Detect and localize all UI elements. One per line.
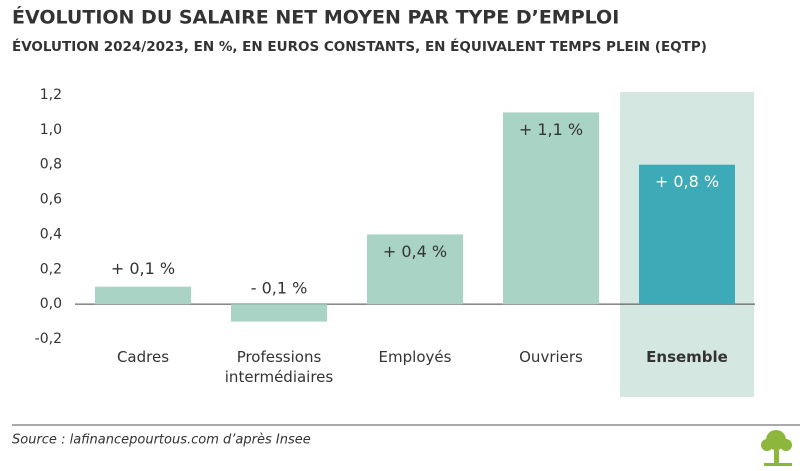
x-tick-label: Professions intermédiaires: [224, 348, 334, 386]
y-tick-label: 0,6: [40, 192, 62, 208]
y-tick-label: 1,2: [40, 87, 62, 103]
x-tick-label: Cadres: [116, 348, 170, 366]
value-label: + 0,1 %: [111, 259, 175, 278]
x-tick-label: Ensemble: [646, 348, 728, 366]
y-tick-label: 0,8: [40, 157, 62, 173]
y-tick-label: 0,4: [40, 226, 62, 242]
chart-subtitle: ÉVOLUTION 2024/2023, EN %, EN EUROS CONS…: [12, 38, 707, 55]
bar: [95, 286, 191, 305]
bar: [503, 112, 599, 305]
chart-title: ÉVOLUTION DU SALAIRE NET MOYEN PAR TYPE …: [12, 6, 619, 29]
logo: [761, 430, 792, 466]
bar: [639, 164, 735, 305]
bar: [367, 234, 463, 305]
y-tick-label: 0,2: [40, 261, 62, 277]
source: Source : lafinancepourtous.com d’après I…: [12, 433, 311, 448]
bar: [231, 304, 327, 322]
value-label: + 0,4 %: [383, 242, 447, 261]
y-tick-label: 0,0: [40, 296, 62, 312]
value-label: + 0,8 %: [655, 172, 719, 191]
value-label: + 1,1 %: [519, 120, 583, 139]
value-label: - 0,1 %: [251, 279, 308, 298]
x-tick-label: Employés: [378, 348, 452, 366]
y-tick-label: 1,0: [40, 122, 62, 138]
x-tick-label: Ouvriers: [519, 348, 583, 366]
y-tick-label: -0,2: [35, 331, 62, 347]
